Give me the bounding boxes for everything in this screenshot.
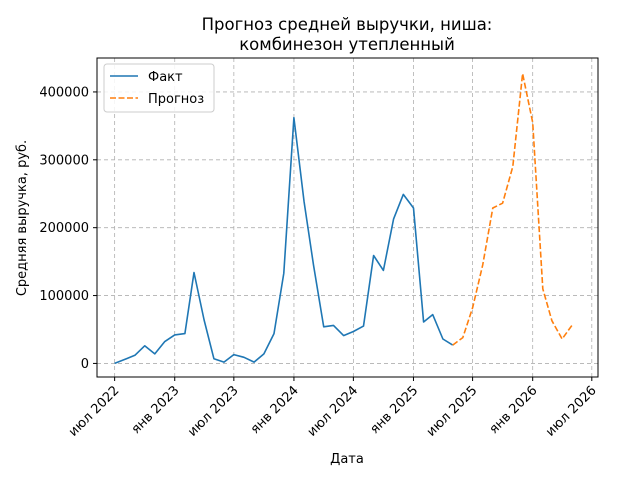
series-line-fact bbox=[114, 116, 454, 365]
chart-title-line1: Прогноз средней выручки, ниша: bbox=[202, 15, 493, 34]
legend: Факт Прогноз bbox=[103, 63, 215, 113]
y-tick-label: 300000 bbox=[39, 153, 89, 168]
y-axis-label: Средняя выручка, руб. bbox=[15, 140, 30, 296]
x-axis-label: Дата bbox=[330, 452, 364, 467]
plot-area-frame bbox=[96, 57, 599, 378]
legend-forecast-label: Прогноз bbox=[148, 92, 204, 107]
series-lines bbox=[114, 72, 573, 365]
legend-fact-label: Факт bbox=[148, 70, 183, 85]
chart-title-line2: комбинезон утепленный bbox=[239, 35, 455, 54]
y-tick-label: 200000 bbox=[39, 221, 89, 236]
y-tick-label: 100000 bbox=[39, 289, 89, 304]
series-line-forecast bbox=[452, 72, 573, 346]
y-tick-label: 0 bbox=[81, 357, 89, 372]
y-axis-ticks: 0 100000 200000 300000 400000 bbox=[39, 85, 97, 372]
y-tick-label: 400000 bbox=[39, 85, 89, 100]
